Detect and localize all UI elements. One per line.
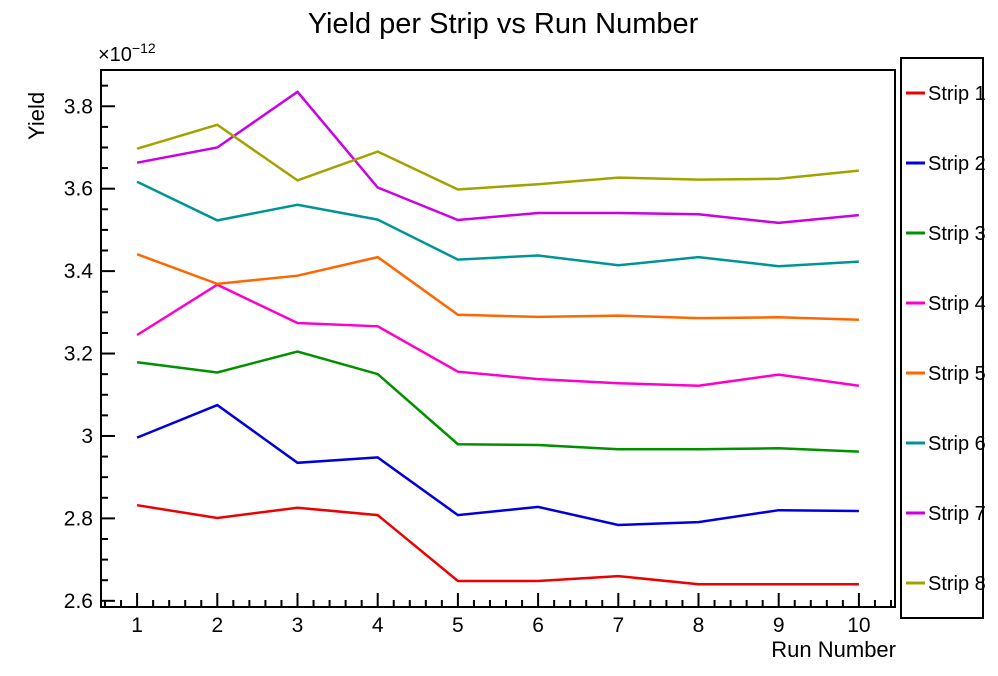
legend-label-3: Strip 3 — [928, 223, 986, 245]
y-tick-label: 2.6 — [64, 590, 93, 613]
series-line-strip-3 — [136, 350, 859, 453]
x-tick-label: 10 — [847, 614, 870, 637]
series-line-strip-6 — [136, 180, 859, 268]
legend-label-4: Strip 4 — [928, 293, 986, 315]
series-line-strip-5 — [136, 253, 859, 321]
y-tick-label: 3.6 — [64, 178, 93, 201]
x-tick-label: 2 — [211, 614, 223, 637]
legend-label-7: Strip 7 — [928, 503, 986, 525]
y-tick-label: 3.4 — [64, 260, 94, 283]
y-tick-label: 2.8 — [64, 507, 93, 530]
legend-label-1: Strip 1 — [928, 83, 986, 105]
legend-label-2: Strip 2 — [928, 153, 986, 175]
x-tick-label: 4 — [372, 614, 384, 637]
x-axis-title: Run Number — [771, 637, 896, 662]
axis-tick-labels: 2.6 2.8 3 3.2 3.4 3.6 3.8 1 2 3 4 5 6 7 8 9 10 — [64, 95, 871, 637]
plot-frame — [100, 69, 896, 608]
x-tick-label: 5 — [452, 614, 464, 637]
x-tick-label: 7 — [612, 614, 624, 637]
x-tick-label: 3 — [292, 614, 304, 637]
y-axis-title: Yield — [24, 92, 49, 140]
legend: Strip 1 Strip 2 Strip 3 Strip 4 Strip 5 Strip… — [900, 57, 986, 619]
x-tick-label: 9 — [773, 614, 785, 637]
y-tick-label: 3.8 — [64, 95, 93, 118]
y-tick-label: 3.2 — [64, 343, 93, 366]
series-line-strip-7 — [136, 90, 860, 225]
series-line-strip-8 — [136, 123, 860, 191]
series-line-strip-4 — [136, 283, 860, 387]
legend-box — [900, 57, 984, 619]
legend-label-5: Strip 5 — [928, 363, 986, 385]
x-tick-label: 1 — [131, 614, 143, 637]
frame-border — [100, 69, 896, 608]
series-line-strip-1 — [136, 503, 859, 586]
chart-title: Yield per Strip vs Run Number — [308, 8, 699, 40]
series-line-strip-2 — [136, 403, 859, 527]
legend-label-8: Strip 8 — [928, 573, 986, 595]
y-tick-label: 3 — [81, 425, 93, 448]
x-tick-label: 8 — [693, 614, 705, 637]
y-axis-multiplier: ×10−12 — [98, 40, 156, 66]
legend-label-6: Strip 6 — [928, 433, 986, 455]
x-tick-label: 6 — [532, 614, 544, 637]
series-lines — [136, 90, 860, 586]
axis-ticks — [101, 84, 892, 607]
